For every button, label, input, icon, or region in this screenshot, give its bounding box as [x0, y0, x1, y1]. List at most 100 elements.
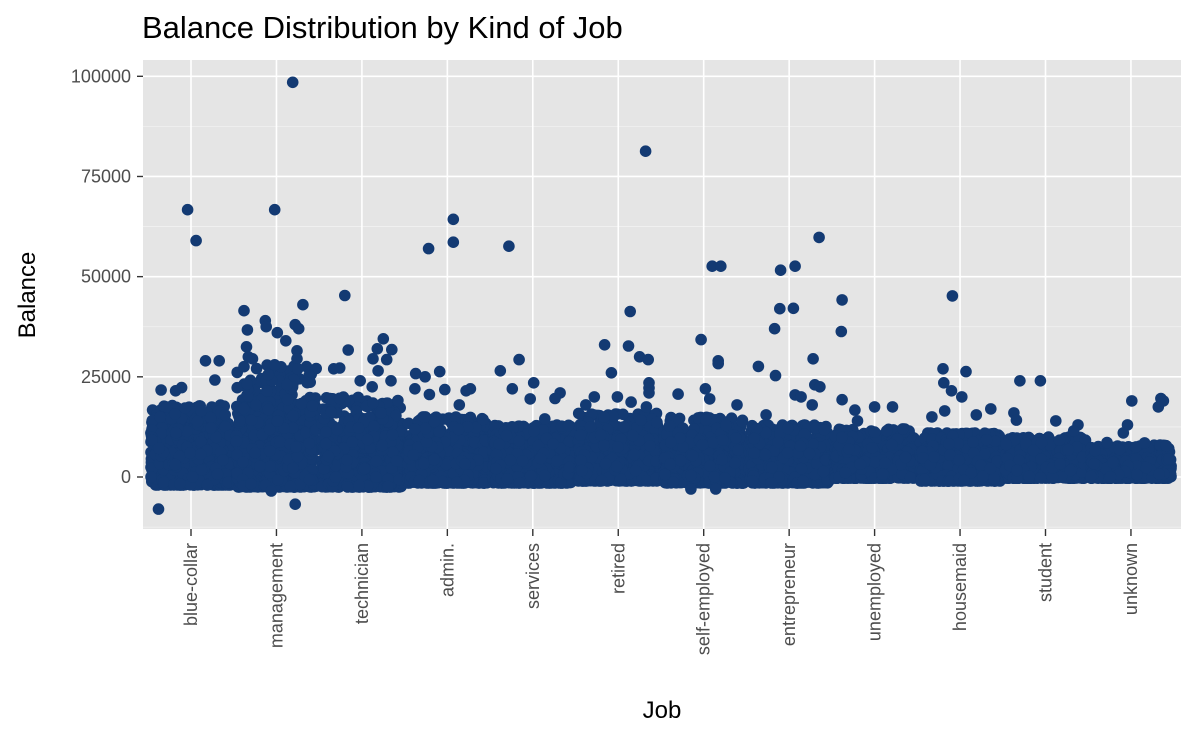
data-point: [169, 458, 181, 471]
data-point: [231, 381, 243, 394]
data-point: [329, 471, 342, 483]
data-point: [419, 422, 432, 435]
data-point: [271, 415, 284, 427]
data-point: [287, 462, 299, 475]
data-point: [274, 436, 286, 448]
data-point: [210, 431, 222, 444]
data-point: [534, 452, 547, 465]
data-point: [284, 480, 297, 493]
data-point: [191, 415, 204, 428]
data-point: [428, 453, 441, 466]
data-point: [341, 481, 354, 493]
data-point: [184, 447, 196, 459]
data-point: [452, 423, 465, 436]
data-point: [261, 385, 273, 397]
data-point: [234, 415, 246, 427]
data-point: [501, 473, 514, 485]
data-point: [204, 411, 217, 424]
data-point: [513, 435, 525, 447]
data-point: [205, 422, 217, 434]
data-point: [427, 474, 439, 487]
data-point: [539, 469, 551, 482]
data-point: [245, 414, 258, 427]
data-point: [390, 455, 403, 467]
data-point: [433, 426, 446, 438]
data-point: [230, 435, 243, 448]
data-point: [375, 407, 387, 419]
data-point: [145, 471, 157, 483]
data-point: [407, 449, 420, 461]
data-point: [262, 403, 275, 416]
data-point: [303, 473, 316, 486]
data-point: [325, 406, 337, 418]
data-point: [409, 423, 421, 436]
data-point: [250, 399, 262, 411]
data-point: [281, 378, 293, 391]
data-point: [195, 464, 208, 476]
data-point: [392, 394, 404, 407]
data-point: [490, 462, 502, 475]
data-point: [161, 401, 173, 413]
data-point: [368, 420, 380, 433]
data-point: [333, 392, 346, 405]
data-point: [320, 437, 332, 450]
chart-title: Balance Distribution by Kind of Job: [142, 10, 623, 45]
data-point: [370, 455, 383, 468]
data-point: [154, 411, 166, 423]
data-point: [219, 421, 232, 433]
data-point: [320, 426, 332, 438]
data-point: [155, 427, 167, 440]
data-point: [376, 439, 389, 452]
data-point: [158, 476, 170, 489]
data-point: [194, 448, 207, 461]
data-point: [195, 435, 207, 448]
data-point: [295, 397, 308, 410]
data-point: [186, 471, 199, 483]
data-point: [451, 476, 463, 489]
data-point: [341, 454, 353, 467]
data-point: [222, 476, 234, 489]
data-point: [238, 360, 250, 373]
data-point: [245, 478, 257, 490]
data-point: [253, 460, 266, 473]
data-point: [181, 425, 193, 438]
data-point: [264, 460, 276, 473]
data-point: [241, 378, 253, 391]
data-point: [551, 455, 563, 467]
data-point: [361, 433, 374, 446]
data-point: [249, 447, 261, 459]
data-point: [382, 480, 394, 493]
data-point: [179, 402, 191, 414]
data-point: [281, 393, 294, 406]
data-point: [201, 479, 214, 491]
data-point: [367, 397, 379, 409]
data-point: [306, 400, 319, 412]
data-point: [301, 376, 314, 389]
data-point: [331, 423, 344, 436]
data-point: [547, 438, 559, 450]
data-point: [353, 479, 366, 492]
data-point: [262, 368, 275, 381]
data-point: [358, 462, 371, 475]
data-point: [562, 419, 575, 432]
data-point: [516, 455, 529, 467]
data-point: [290, 441, 302, 453]
data-point: [418, 457, 430, 470]
data-point: [169, 408, 181, 420]
data-point: [174, 478, 186, 490]
data-point: [370, 471, 383, 483]
data-point: [346, 436, 359, 448]
data-point: [528, 425, 540, 438]
data-point: [170, 426, 182, 439]
data-point: [153, 442, 165, 455]
data-point: [237, 402, 250, 415]
data-point: [500, 429, 513, 442]
data-point: [477, 413, 489, 426]
data-point: [459, 458, 471, 470]
data-point: [513, 477, 526, 489]
data-point: [413, 474, 425, 487]
data-point: [217, 454, 229, 466]
data-point: [504, 454, 517, 467]
